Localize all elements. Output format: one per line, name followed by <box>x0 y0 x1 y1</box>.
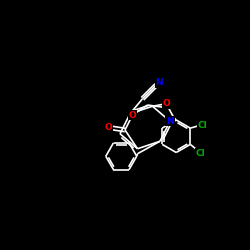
Text: Cl: Cl <box>196 148 206 158</box>
Text: Cl: Cl <box>198 121 208 130</box>
Text: N: N <box>156 78 163 87</box>
Text: O: O <box>162 99 170 108</box>
Text: O: O <box>128 110 136 120</box>
Text: O: O <box>105 123 112 132</box>
Text: N: N <box>166 117 174 126</box>
